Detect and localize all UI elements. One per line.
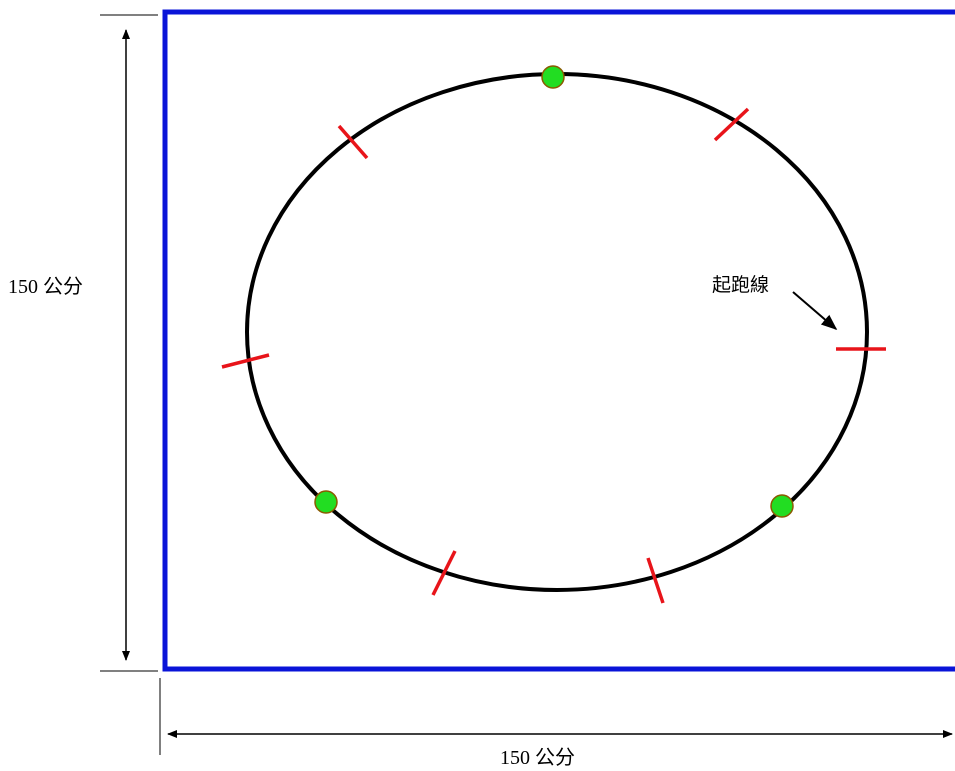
start-mark-upper-right (713, 107, 750, 142)
field-boundary (162, 9, 955, 672)
marker-lower-right (770, 494, 794, 518)
height-label: 150 公分 (8, 275, 83, 298)
start-line-pointer (792, 291, 838, 331)
marker-lower-left (314, 490, 338, 514)
start-mark-lower-right (646, 557, 665, 604)
width-label: 150 公分 (500, 746, 575, 769)
start-mark-lower-left (431, 550, 457, 596)
start-marks (221, 107, 886, 604)
marker-top (541, 65, 565, 89)
track-markers (314, 65, 794, 518)
height-dimension: 150 公分 (8, 14, 158, 672)
width-dimension: 150 公分 (159, 678, 953, 769)
start-line-callout: 起跑線 (712, 274, 838, 331)
start-mark-upper-left (337, 124, 369, 160)
start-line-label: 起跑線 (712, 274, 769, 296)
start-mark-left (221, 353, 270, 369)
